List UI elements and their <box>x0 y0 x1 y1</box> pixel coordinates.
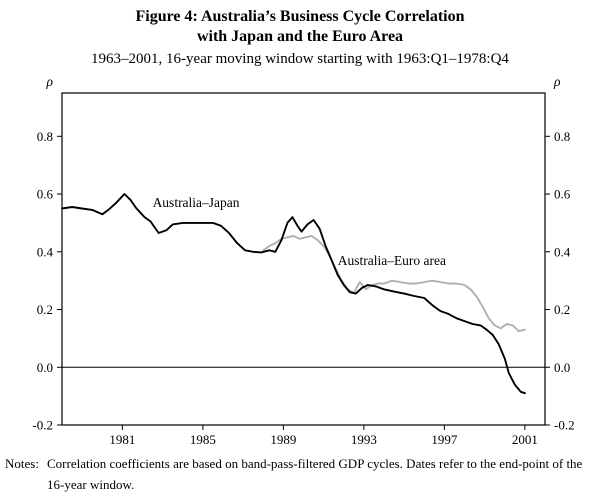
figure-title-line2: with Japan and the Euro Area <box>196 28 404 45</box>
x-tick-label: 1989 <box>270 432 296 447</box>
y-tick-label-right: 0.4 <box>554 245 571 260</box>
x-tick-label: 1997 <box>431 432 458 447</box>
series-label-australia-euro-area: Australia–Euro area <box>338 253 446 268</box>
y-tick-label-right: 0.8 <box>554 129 570 144</box>
figure-notes: Notes: Correlation coefficients are base… <box>0 451 600 496</box>
correlation-line-chart: -0.2 -0.2 0.0 0.0 0.2 0.2 0.4 0.4 0.6 0.6 0.8 0.8 19… <box>32 74 575 447</box>
series-label-australia-japan: Australia–Japan <box>153 195 240 210</box>
y-tick-label-right: 0.6 <box>554 187 571 202</box>
chart-area: -0.2 -0.2 0.0 0.0 0.2 0.2 0.4 0.4 0.6 0.6 0.8 0.8 19… <box>0 69 600 451</box>
x-tick-label: 1993 <box>351 432 377 447</box>
y-tick-label-left: 0.8 <box>37 129 53 144</box>
plot-frame <box>61 92 546 426</box>
y-tick-label-left: 0.0 <box>37 360 53 375</box>
x-tick-label: 2001 <box>512 432 538 447</box>
y-tick-label-right: -0.2 <box>554 418 575 433</box>
figure-subtitle: 1963–2001, 16-year moving window startin… <box>91 51 509 67</box>
y-tick-label-right: 0.2 <box>554 302 570 317</box>
y-axis-title-left: ρ <box>46 74 54 89</box>
y-tick-label-left: 0.4 <box>37 245 54 260</box>
notes-text: Correlation coefficients are based on ba… <box>47 456 583 493</box>
y-axis-title-right: ρ <box>553 74 561 89</box>
y-tick-label-right: 0.0 <box>554 360 570 375</box>
figure-header: Figure 4: Australia’s Business Cycle Cor… <box>0 0 600 69</box>
y-tick-label-left: 0.6 <box>37 187 54 202</box>
x-tick-label: 1981 <box>109 432 135 447</box>
figure-title-line1: Figure 4: Australia’s Business Cycle Cor… <box>135 8 465 25</box>
series-line-australia-japan <box>61 193 526 395</box>
x-tick-label: 1985 <box>190 432 216 447</box>
series-line-australia-euro-area <box>262 235 526 333</box>
y-tick-label-left: -0.2 <box>32 418 53 433</box>
y-tick-label-left: 0.2 <box>37 302 53 317</box>
notes-label: Notes: <box>5 456 39 472</box>
